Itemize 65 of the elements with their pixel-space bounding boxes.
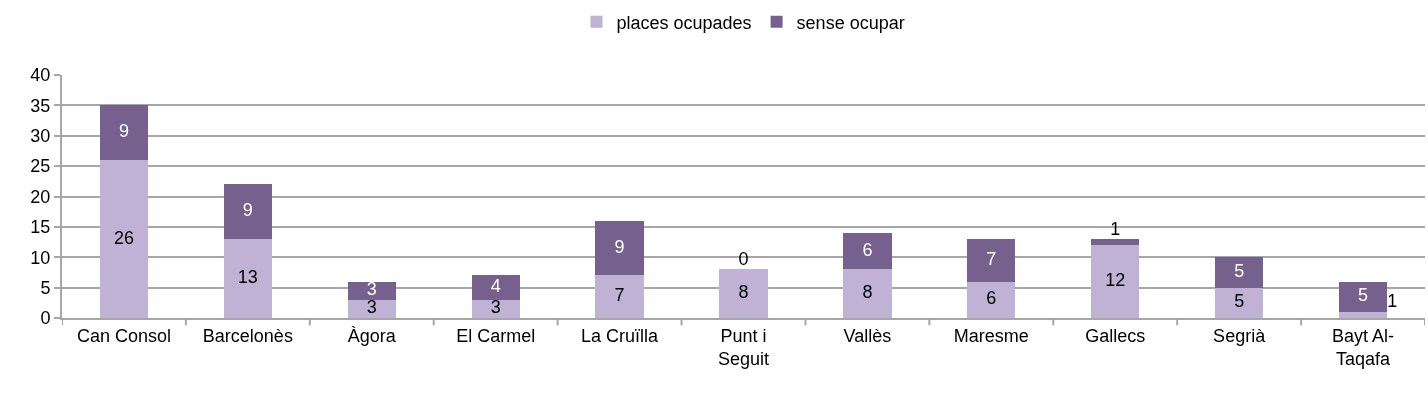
bar bbox=[595, 220, 644, 276]
y-tick-label: 35 bbox=[30, 95, 51, 116]
bar bbox=[967, 239, 1016, 282]
bar bbox=[1214, 257, 1264, 288]
data-label: 5 bbox=[1358, 285, 1369, 306]
data-label: 1 bbox=[1387, 291, 1398, 312]
data-label: 6 bbox=[986, 288, 997, 309]
data-label: 7 bbox=[986, 248, 997, 269]
x-tick-label: Vallès bbox=[843, 325, 892, 346]
bar bbox=[471, 299, 520, 318]
legend-label: sense ocupar bbox=[796, 12, 905, 33]
x-tick-label: Segrià bbox=[1213, 325, 1267, 346]
y-tick-label: 5 bbox=[40, 277, 51, 298]
bar bbox=[843, 232, 892, 270]
data-label: 9 bbox=[242, 200, 253, 221]
bar bbox=[223, 239, 273, 318]
y-tick-label: 40 bbox=[30, 65, 51, 86]
x-tick-label: Gallecs bbox=[1085, 325, 1146, 346]
bar bbox=[719, 269, 768, 318]
bar bbox=[1214, 287, 1264, 318]
x-tick-label: Maresme bbox=[953, 325, 1029, 346]
bar bbox=[1091, 239, 1140, 246]
x-tick-label: Àgora bbox=[347, 325, 397, 346]
data-label: 13 bbox=[237, 267, 258, 288]
data-label: 12 bbox=[1105, 270, 1126, 291]
bar bbox=[471, 275, 520, 300]
data-label: 1 bbox=[1110, 218, 1121, 239]
y-tick-label: 15 bbox=[30, 217, 51, 238]
legend-label: places ocupades bbox=[616, 12, 752, 33]
y-tick-label: 30 bbox=[30, 126, 51, 147]
data-label: 3 bbox=[366, 297, 377, 318]
bar bbox=[1091, 245, 1140, 318]
x-tick-label: Bayt Al-Taqafa bbox=[1332, 325, 1395, 369]
y-tick-label: 20 bbox=[30, 186, 51, 207]
x-tick-label: El Carmel bbox=[456, 325, 536, 346]
bar bbox=[347, 281, 396, 300]
bar bbox=[843, 269, 892, 318]
y-tick-label: 25 bbox=[30, 156, 51, 177]
bar bbox=[595, 275, 644, 318]
bar bbox=[99, 160, 149, 318]
x-tick-label: La Cruïlla bbox=[581, 325, 660, 346]
data-label: 3 bbox=[366, 279, 377, 300]
data-label: 5 bbox=[1234, 260, 1245, 281]
data-label: 8 bbox=[738, 282, 749, 303]
data-label: 7 bbox=[614, 285, 625, 306]
bar bbox=[223, 184, 273, 240]
bar bbox=[1338, 311, 1388, 318]
bar bbox=[1338, 281, 1388, 312]
data-label: 9 bbox=[118, 121, 129, 142]
data-label: 0 bbox=[738, 248, 749, 269]
data-label: 4 bbox=[490, 276, 501, 297]
data-label: 5 bbox=[1234, 291, 1245, 312]
data-label: 8 bbox=[862, 282, 873, 303]
x-tick-label: Barcelonès bbox=[202, 325, 293, 346]
bar bbox=[347, 299, 396, 318]
data-label: 26 bbox=[113, 227, 134, 248]
data-label: 6 bbox=[862, 239, 873, 260]
y-tick-label: 0 bbox=[40, 308, 51, 329]
x-tick-label: Can Consol bbox=[76, 325, 171, 346]
y-tick-label: 10 bbox=[30, 247, 51, 268]
x-tick-label: Punt i Seguit bbox=[717, 325, 770, 369]
bar bbox=[99, 105, 149, 161]
data-label: 9 bbox=[614, 236, 625, 257]
bar bbox=[967, 281, 1016, 318]
data-label: 3 bbox=[490, 297, 501, 318]
